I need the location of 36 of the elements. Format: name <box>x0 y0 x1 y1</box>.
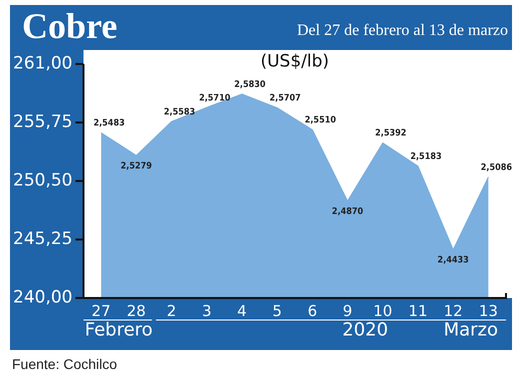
source-note: Fuente: Cochilco <box>12 356 118 372</box>
y-tick-label: 261,00 <box>13 53 72 74</box>
x-tick-label: 3 <box>202 302 212 320</box>
y-tick-label: 250,50 <box>13 170 72 190</box>
x-tick-label: 13 <box>478 302 498 320</box>
y-tick-label: 245,25 <box>13 228 72 249</box>
chart-title: Cobre <box>22 5 118 47</box>
x-tick-label: 9 <box>342 302 352 320</box>
data-label: 2,5707 <box>270 94 301 104</box>
data-label: 2,5183 <box>410 152 442 162</box>
data-label: 2,4870 <box>332 206 364 217</box>
data-label: 2,5392 <box>375 128 406 139</box>
y-tick-label: 240,00 <box>13 287 72 308</box>
data-label: 2,4433 <box>438 256 469 266</box>
chart-subtitle: Del 27 de febrero al 13 de marzo <box>296 22 508 40</box>
x-tick-label: 4 <box>237 302 247 320</box>
data-label: 2,5710 <box>199 93 231 104</box>
x-tick-label: 28 <box>126 302 146 320</box>
x-tick-label: 11 <box>408 302 428 320</box>
data-label: 2,5830 <box>234 80 266 90</box>
y-tick-label: 255,75 <box>13 112 72 132</box>
data-label: 2,5086 <box>480 162 512 173</box>
x-tick-label: 5 <box>272 302 282 320</box>
x-tick-label: 6 <box>308 302 318 320</box>
x-tick-label: 12 <box>444 302 463 320</box>
x-tick-label: 2 <box>166 302 176 320</box>
data-label: 2,5510 <box>304 116 336 126</box>
y-axis-title: (US$/lb) <box>260 51 330 72</box>
data-label: 2,5483 <box>93 118 125 129</box>
data-label: 2,5583 <box>164 107 196 118</box>
data-label: 2,5279 <box>120 161 152 172</box>
text: 2020 <box>342 320 388 341</box>
text: Febrero <box>84 320 153 341</box>
x-tick-label: 10 <box>373 302 392 320</box>
text: Marzo <box>444 320 498 341</box>
x-tick-label: 27 <box>92 302 111 320</box>
